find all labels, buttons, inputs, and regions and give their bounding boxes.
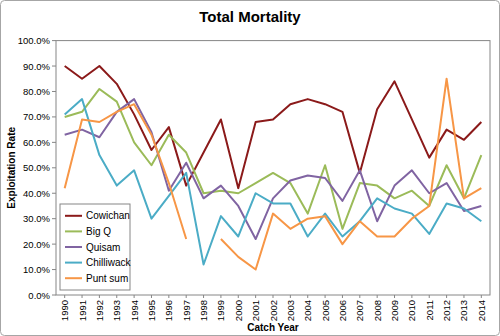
tick-label: 1996 — [163, 300, 174, 321]
tick-label: 1999 — [215, 300, 226, 321]
tick-mark — [52, 142, 56, 143]
tick-label: 2007 — [354, 300, 365, 321]
tick-mark — [52, 269, 56, 270]
tick-mark — [52, 116, 56, 117]
tick-label: 60.0% — [23, 137, 50, 148]
tick-label: 2013 — [458, 300, 469, 321]
tick-label: 2012 — [441, 300, 452, 321]
tick-label: 1994 — [129, 300, 140, 321]
tick-mark — [52, 167, 56, 168]
tick-label: 30.0% — [23, 213, 50, 224]
tick-mark — [52, 244, 56, 245]
legend-swatch — [65, 277, 82, 279]
plot-frame — [56, 41, 490, 295]
legend-label: Cowichan — [86, 210, 130, 221]
tick-mark — [220, 295, 221, 298]
legend: Cowichan Big Q Quisam Chilliwack Punt sum — [60, 204, 131, 290]
tick-mark — [52, 66, 56, 67]
tick-label: 2009 — [389, 300, 400, 321]
tick-label: 2000 — [233, 300, 244, 321]
tick-mark — [52, 40, 56, 41]
tick-mark — [82, 295, 83, 298]
tick-label: 2003 — [285, 300, 296, 321]
tick-label: 1992 — [94, 300, 105, 321]
tick-mark — [168, 295, 169, 298]
tick-label: 1991 — [77, 300, 88, 321]
tick-label: 2004 — [302, 300, 313, 321]
tick-label: 100.0% — [18, 35, 51, 46]
series-line — [65, 99, 482, 239]
tick-mark — [307, 295, 308, 298]
axis-title: Exploitation Rate — [6, 127, 17, 209]
tick-mark — [463, 295, 464, 298]
chart: Total Mortality 0.0% 10.0% 20.0% 30.0% 40.0% 5… — [0, 0, 500, 336]
tick-label: 70.0% — [23, 111, 50, 122]
tick-mark — [411, 295, 412, 298]
legend-label: Big Q — [86, 226, 111, 237]
tick-label: 1998 — [198, 300, 209, 321]
tick-mark — [99, 295, 100, 298]
tick-mark — [186, 295, 187, 298]
tick-mark — [342, 295, 343, 298]
tick-mark — [52, 193, 56, 194]
tick-label: 2002 — [268, 300, 279, 321]
legend-label: Punt sum — [86, 273, 128, 284]
legend-label: Chilliwack — [86, 257, 131, 268]
tick-label: 2010 — [406, 300, 417, 321]
tick-mark — [203, 295, 204, 298]
tick-label: 2005 — [320, 300, 331, 321]
tick-label: 1995 — [146, 300, 157, 321]
tick-mark — [394, 295, 395, 298]
legend-box — [60, 204, 130, 290]
tick-label: 2014 — [476, 300, 487, 321]
tick-mark — [52, 91, 56, 92]
tick-mark — [64, 295, 65, 298]
tick-mark — [52, 295, 56, 296]
tick-mark — [359, 295, 360, 298]
tick-label: 2011 — [424, 300, 435, 320]
tick-label: 1990 — [59, 300, 70, 321]
title: Total Mortality — [199, 8, 301, 25]
tick-mark — [290, 295, 291, 298]
tick-mark — [273, 295, 274, 298]
tick-mark — [429, 295, 430, 298]
legend-swatch — [65, 246, 82, 248]
tick-label: 1997 — [181, 300, 192, 321]
tick-mark — [52, 218, 56, 219]
tick-label: 2008 — [372, 300, 383, 321]
tick-mark — [134, 295, 135, 298]
tick-label: 10.0% — [23, 264, 50, 275]
tick-mark — [446, 295, 447, 298]
tick-mark — [325, 295, 326, 298]
legend-swatch — [65, 215, 82, 217]
tick-label: 50.0% — [23, 162, 50, 173]
chart-border — [1, 1, 500, 336]
tick-mark — [481, 295, 482, 298]
tick-mark — [238, 295, 239, 298]
tick-mark — [377, 295, 378, 298]
tick-mark — [116, 295, 117, 298]
legend-swatch — [65, 230, 82, 232]
tick-label: 0.0% — [28, 290, 50, 301]
legend-swatch — [65, 262, 82, 264]
tick-label: 2006 — [337, 300, 348, 321]
legend-label: Quisam — [86, 242, 120, 253]
tick-label: 2001 — [250, 300, 261, 321]
tick-mark — [151, 295, 152, 298]
tick-label: 90.0% — [23, 61, 50, 72]
tick-label: 20.0% — [23, 239, 50, 250]
tick-label: 40.0% — [23, 188, 50, 199]
tick-label: 1993 — [111, 300, 122, 321]
tick-mark — [255, 295, 256, 298]
axis-title: Catch Year — [247, 322, 299, 333]
tick-label: 80.0% — [23, 86, 50, 97]
